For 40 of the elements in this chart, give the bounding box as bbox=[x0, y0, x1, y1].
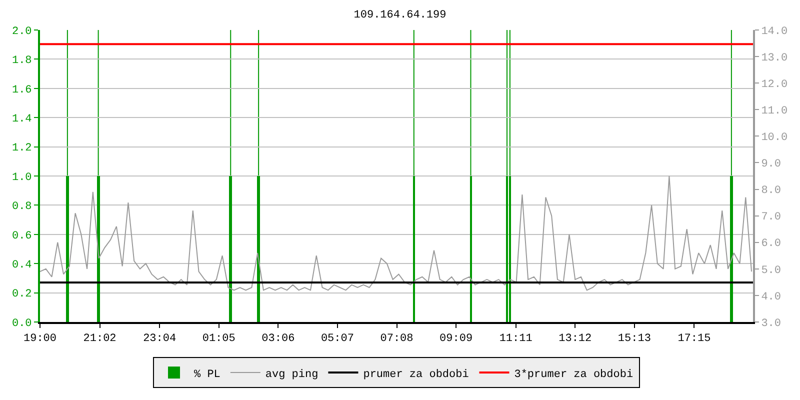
x-tick-label: 11:11 bbox=[499, 333, 533, 346]
x-tick-label: 03:06 bbox=[262, 333, 295, 346]
y-tick-label: 2.0 bbox=[12, 26, 32, 38]
y2-tick-label: 6.0 bbox=[761, 238, 782, 250]
y-tick-label: 0.2 bbox=[12, 288, 32, 301]
y2-tick-label: 14.0 bbox=[761, 26, 788, 38]
y2-tick-label: 8.0 bbox=[761, 185, 782, 198]
y-tick-label: 0.4 bbox=[12, 259, 32, 272]
x-tick-label: 07:08 bbox=[380, 333, 414, 346]
x-tick-label: 01:05 bbox=[202, 333, 236, 346]
y2-tick-label: 3.0 bbox=[761, 318, 782, 330]
y2-tick-label: 5.0 bbox=[761, 264, 782, 277]
x-tick-label: 15:13 bbox=[618, 333, 651, 346]
y-tick-label: 0.6 bbox=[12, 230, 32, 242]
y2-tick-label: 11.0 bbox=[761, 105, 788, 118]
y-tick-label: 0.8 bbox=[12, 201, 32, 214]
y-tick-label: 1.8 bbox=[12, 55, 32, 68]
y2-tick-label: 7.0 bbox=[761, 212, 782, 224]
x-tick-label: 09:09 bbox=[440, 333, 473, 346]
y-tick-label: 1.0 bbox=[12, 172, 32, 184]
x-tick-label: 23:04 bbox=[143, 333, 176, 346]
y2-tick-label: 10.0 bbox=[761, 132, 788, 144]
y-tick-label: 1.2 bbox=[12, 142, 32, 155]
y2-tick-label: 9.0 bbox=[761, 158, 782, 171]
x-tick-label: 21:02 bbox=[83, 333, 116, 346]
legend-label: avg ping bbox=[265, 368, 318, 381]
x-tick-label: 19:00 bbox=[23, 333, 57, 346]
legend-label: 3*prumer za obdobi bbox=[514, 368, 634, 381]
y-tick-label: 1.6 bbox=[12, 84, 32, 96]
x-tick-label: 17:15 bbox=[678, 333, 711, 346]
legend-label: % PL bbox=[194, 368, 220, 381]
y-tick-label: 0.0 bbox=[12, 318, 32, 330]
y2-tick-label: 4.0 bbox=[761, 291, 782, 304]
chart-title: 109.164.64.199 bbox=[354, 10, 446, 22]
legend-label: prumer za obdobi bbox=[363, 368, 470, 381]
y2-tick-label: 12.0 bbox=[761, 78, 788, 91]
y-tick-label: 1.4 bbox=[12, 113, 32, 126]
y2-tick-label: 13.0 bbox=[761, 52, 788, 64]
x-tick-label: 13:12 bbox=[558, 333, 592, 346]
x-tick-label: 05:07 bbox=[320, 333, 354, 346]
